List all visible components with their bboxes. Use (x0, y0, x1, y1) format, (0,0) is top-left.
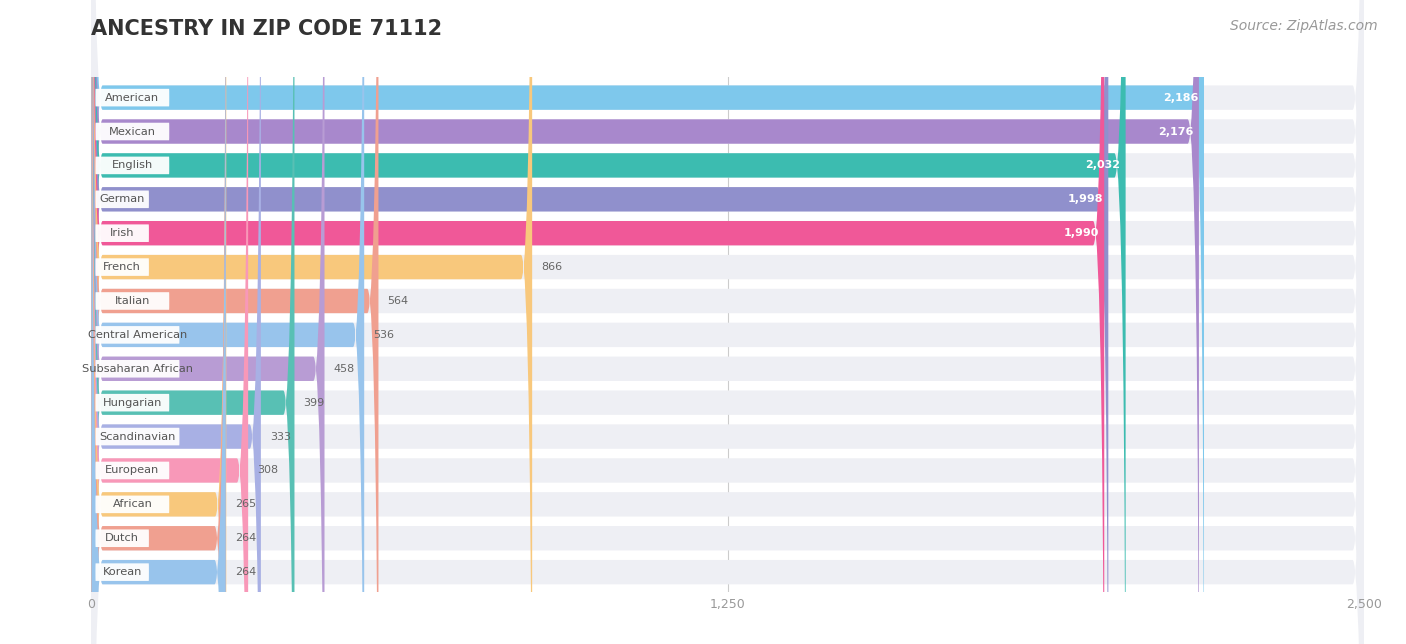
Text: Mexican: Mexican (108, 126, 156, 137)
Text: Scandinavian: Scandinavian (100, 431, 176, 442)
FancyBboxPatch shape (91, 0, 378, 644)
FancyBboxPatch shape (91, 0, 364, 644)
FancyBboxPatch shape (96, 394, 169, 412)
FancyBboxPatch shape (91, 0, 1199, 644)
FancyBboxPatch shape (96, 156, 169, 174)
Text: 265: 265 (235, 499, 256, 509)
Text: 1,990: 1,990 (1064, 228, 1099, 238)
FancyBboxPatch shape (91, 0, 1364, 644)
FancyBboxPatch shape (91, 0, 1364, 644)
FancyBboxPatch shape (91, 0, 1364, 644)
FancyBboxPatch shape (91, 0, 1364, 644)
FancyBboxPatch shape (96, 564, 149, 581)
Text: Central American: Central American (87, 330, 187, 340)
FancyBboxPatch shape (96, 123, 169, 140)
Text: 2,032: 2,032 (1085, 160, 1121, 171)
FancyBboxPatch shape (91, 0, 226, 644)
FancyBboxPatch shape (91, 0, 1364, 644)
FancyBboxPatch shape (91, 0, 1364, 644)
Text: 1,998: 1,998 (1067, 194, 1104, 204)
FancyBboxPatch shape (96, 496, 169, 513)
FancyBboxPatch shape (96, 258, 149, 276)
Text: American: American (105, 93, 159, 102)
Text: 458: 458 (333, 364, 354, 374)
Text: 333: 333 (270, 431, 291, 442)
Text: 264: 264 (235, 567, 256, 577)
FancyBboxPatch shape (91, 0, 1364, 644)
Text: 536: 536 (374, 330, 394, 340)
FancyBboxPatch shape (91, 0, 1364, 644)
FancyBboxPatch shape (96, 326, 180, 344)
Text: Irish: Irish (110, 228, 135, 238)
Text: Source: ZipAtlas.com: Source: ZipAtlas.com (1230, 19, 1378, 33)
FancyBboxPatch shape (91, 0, 1364, 644)
Text: Hungarian: Hungarian (103, 397, 162, 408)
FancyBboxPatch shape (96, 224, 149, 242)
Text: 399: 399 (304, 397, 325, 408)
FancyBboxPatch shape (96, 462, 169, 479)
FancyBboxPatch shape (91, 0, 1126, 644)
Text: English: English (111, 160, 153, 171)
Text: Subsaharan African: Subsaharan African (82, 364, 193, 374)
Text: French: French (103, 262, 141, 272)
FancyBboxPatch shape (91, 0, 1364, 644)
FancyBboxPatch shape (96, 89, 169, 106)
Text: German: German (100, 194, 145, 204)
Text: 564: 564 (388, 296, 409, 306)
FancyBboxPatch shape (91, 0, 226, 644)
FancyBboxPatch shape (91, 0, 262, 644)
Text: African: African (112, 499, 152, 509)
FancyBboxPatch shape (91, 0, 1108, 644)
Text: 2,186: 2,186 (1164, 93, 1199, 102)
FancyBboxPatch shape (91, 0, 1364, 644)
FancyBboxPatch shape (91, 0, 531, 644)
FancyBboxPatch shape (96, 529, 149, 547)
Text: 2,176: 2,176 (1159, 126, 1194, 137)
FancyBboxPatch shape (91, 0, 247, 644)
Text: Dutch: Dutch (105, 533, 139, 544)
FancyBboxPatch shape (96, 191, 149, 208)
FancyBboxPatch shape (91, 0, 1364, 644)
FancyBboxPatch shape (96, 428, 180, 446)
FancyBboxPatch shape (96, 292, 169, 310)
FancyBboxPatch shape (91, 0, 294, 644)
FancyBboxPatch shape (96, 360, 180, 377)
FancyBboxPatch shape (91, 0, 1104, 644)
FancyBboxPatch shape (91, 0, 1364, 644)
Text: Italian: Italian (115, 296, 150, 306)
Text: Korean: Korean (103, 567, 142, 577)
FancyBboxPatch shape (91, 0, 1204, 644)
FancyBboxPatch shape (91, 0, 325, 644)
FancyBboxPatch shape (91, 0, 1364, 644)
Text: 866: 866 (541, 262, 562, 272)
Text: ANCESTRY IN ZIP CODE 71112: ANCESTRY IN ZIP CODE 71112 (91, 19, 443, 39)
Text: European: European (105, 466, 159, 475)
Text: 264: 264 (235, 533, 256, 544)
FancyBboxPatch shape (91, 0, 1364, 644)
FancyBboxPatch shape (91, 0, 226, 644)
Text: 308: 308 (257, 466, 278, 475)
